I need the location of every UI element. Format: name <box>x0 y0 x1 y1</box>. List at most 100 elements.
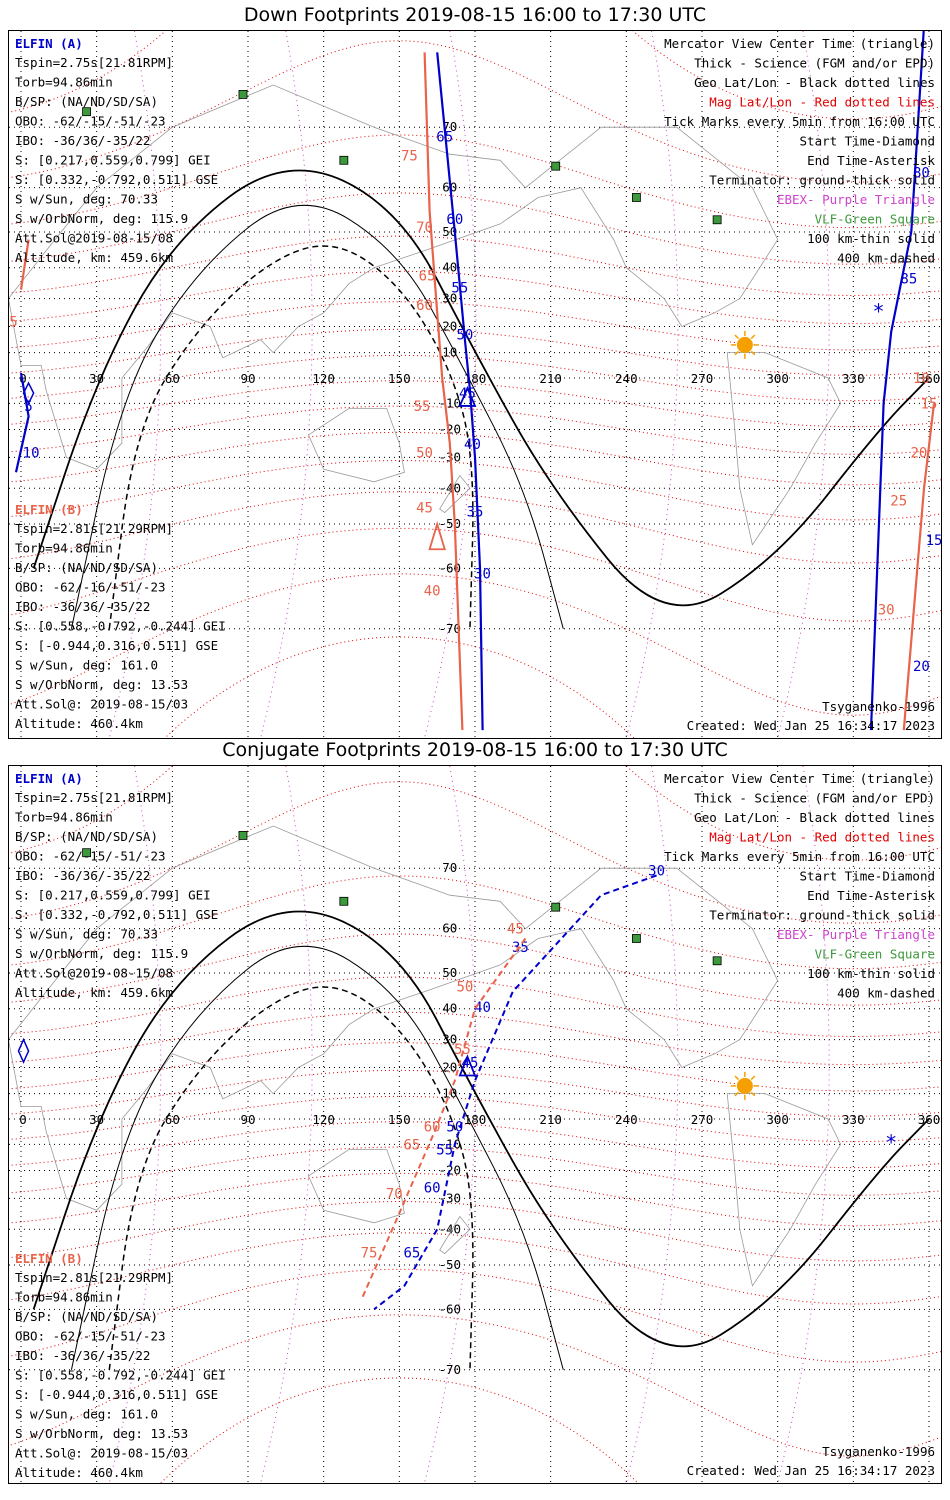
legend-entry: 100 km-thin solid <box>807 231 935 246</box>
mag-grid <box>9 31 941 738</box>
lon-tick-label: 60 <box>165 371 180 386</box>
mag-latitude-line <box>9 134 941 229</box>
mag-latitude-line <box>9 1201 941 1262</box>
conjugate-footprints-map: 0 30 60 90 120 150 180 210 240 270 300 330 360706050… <box>8 765 942 1484</box>
elfin-a-info-line: IBO: -36/36/-35/22 <box>15 133 150 148</box>
elfin-a-tick-label: 65 <box>436 129 453 145</box>
legend-entry: 100 km-thin solid <box>807 966 935 981</box>
elfin-a-start-diamond <box>17 1037 30 1064</box>
mag-latitude-line <box>9 31 941 120</box>
model-label: Tsyganenko-1996 <box>822 699 935 714</box>
elfin-b-tick-label: 20 <box>910 445 927 461</box>
elfin-b-info-line: Altitude: 460.4km <box>15 716 143 731</box>
model-label: Tsyganenko-1996 <box>822 1444 935 1459</box>
sun-marker <box>730 1071 759 1100</box>
elfin-b-info-line: B/SP: (NA/ND/SD/SA) <box>15 560 158 575</box>
lat-tick-label: 30 <box>442 1032 457 1047</box>
elfin-a-center-triangle <box>458 1054 477 1077</box>
legend-entry: EBEX- Purple Triangle <box>777 927 935 942</box>
sun-ray <box>734 1075 740 1081</box>
mag-latitude-line <box>9 301 941 351</box>
elfin-b-track <box>19 239 30 290</box>
lat-tick-label: 20 <box>442 318 457 333</box>
lon-tick-label: 90 <box>240 371 255 386</box>
elfin-a-label: ELFIN (A) <box>15 36 83 51</box>
lon-tick-label: 270 <box>691 1112 714 1127</box>
created-label: Created: Wed Jan 25 16:34:17 2023 <box>687 718 935 733</box>
lon-tick-label: 30 <box>89 1112 104 1127</box>
elfin-a-tick-label: 40 <box>464 437 481 453</box>
legend-entry: Mag Lat/Lon - Red dotted lines <box>709 830 935 845</box>
mag-latitude-line <box>9 1011 941 1066</box>
lat-tick-label: -20 <box>438 1163 461 1178</box>
elfin-a-end-asterisk: * <box>873 299 885 323</box>
elfin-a-label: ELFIN (A) <box>15 771 83 786</box>
mag-latitude-line <box>9 976 941 1037</box>
legend-entry: Geo Lat/Lon - Black dotted lines <box>694 810 935 825</box>
legend-entry: End Time-Asterisk <box>807 153 935 168</box>
panel-1-title: Down Footprints 2019-08-15 16:00 to 17:3… <box>243 4 707 26</box>
created-label: Created: Wed Jan 25 16:34:17 2023 <box>687 1463 935 1478</box>
elfin-b-info-line: Tspin=2.81s[21.29RPM] <box>15 521 173 536</box>
elfin-b-track <box>902 403 936 731</box>
elfin-a-tick-label: 30 <box>648 863 665 879</box>
mag-latitude-line <box>9 270 941 325</box>
sun-disc <box>736 1077 753 1094</box>
lon-tick-label: 90 <box>240 1112 255 1127</box>
terminator-ground <box>32 169 930 607</box>
elfin-b-info: ELFIN (B) Tspin=2.81s[21.29RPM] Torb=94.86… <box>15 502 226 731</box>
elfin-a-info-line: Altitude, km: 459.6km <box>15 250 173 265</box>
terminator-400km <box>108 986 474 1370</box>
elfin-a-tick-label: 55 <box>451 281 468 297</box>
legend-entry: VLF-Green Square <box>815 947 935 962</box>
elfin-b-label: ELFIN (B) <box>15 1251 83 1266</box>
coastline <box>726 352 842 546</box>
lon-tick-label: 240 <box>615 1112 638 1127</box>
legend-entry: Thick - Science (FGM and/or EPD) <box>694 791 935 806</box>
elfin-b-tick-label: 60 <box>416 298 433 314</box>
mag-meridian-line <box>108 31 162 738</box>
elfin-b-info-line: Att.Sol@: 2019-08-15/03 <box>15 1446 188 1461</box>
lon-tick-label: 180 <box>464 371 487 386</box>
legend-entry: End Time-Asterisk <box>807 888 935 903</box>
elfin-b-info-line: Torb=94.86min <box>15 541 113 556</box>
vlf-station-marker <box>632 193 641 202</box>
lon-tick-label: 210 <box>539 371 562 386</box>
elfin-a-tick-label: 35 <box>512 940 529 956</box>
lat-tick-label: 70 <box>442 119 457 134</box>
sun-ray <box>734 334 740 340</box>
mag-latitude-line <box>9 431 941 486</box>
elfin-a-info-line: S w/OrbNorm, deg: 115.9 <box>15 946 188 961</box>
legend-entry: Start Time-Diamond <box>800 869 935 884</box>
lat-tick-label: -40 <box>438 480 461 495</box>
elfin-b-info-line: S w/Sun, deg: 161.0 <box>15 658 158 673</box>
elfin-a-tick-label: 50 <box>456 328 473 344</box>
mag-meridian-line <box>777 766 830 1483</box>
sun-ray <box>750 334 756 340</box>
vlf-station-marker <box>238 831 248 840</box>
elfin-a-start-diamond <box>22 381 35 406</box>
elfin-a-tick-label: 65 <box>404 1245 421 1261</box>
elfin-a-info-line: S w/Sun, deg: 70.33 <box>15 192 158 207</box>
elfin-a-end-asterisk: * <box>885 1130 897 1154</box>
elfin-b-info-line: S w/OrbNorm, deg: 13.53 <box>15 677 188 692</box>
mag-meridian-line <box>625 31 679 738</box>
mag-latitude-line <box>9 460 941 521</box>
elfin-a-info-line: S: [0.332,-0.792,0.511] GSE <box>15 907 218 922</box>
elfin-b-info-line: Torb=94.86min <box>15 1290 113 1305</box>
legend-entry: Start Time-Diamond <box>800 134 935 149</box>
elfin-b-info-line: Tspin=2.81s[21.29RPM] <box>15 1270 173 1285</box>
elfin-b-tick-label: 60 <box>424 1120 441 1136</box>
sun-ray <box>734 1091 740 1097</box>
mag-latitude-line <box>9 192 941 265</box>
elfin-b-info-line: Altitude: 460.4km <box>15 1465 143 1480</box>
elfin-b-tick-label: 5 <box>9 314 17 330</box>
lat-tick-label: 50 <box>442 965 457 980</box>
lon-tick-label: 330 <box>842 1112 865 1127</box>
elfin-a-info-line: Att.Sol@2019-08-15/08 <box>15 966 173 981</box>
elfin-a-track <box>14 372 30 473</box>
geo-grid <box>9 766 941 1483</box>
lat-tick-label: 40 <box>442 260 457 275</box>
elfin-a-tick-label: 60 <box>424 1181 441 1197</box>
legend-entry: Mercator View Center Time (triangle) <box>664 771 935 786</box>
